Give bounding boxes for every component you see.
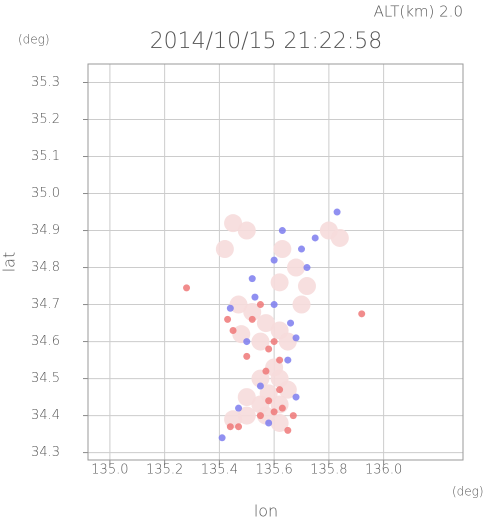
data-point xyxy=(276,386,284,394)
data-point xyxy=(311,234,319,242)
data-point xyxy=(237,406,256,425)
data-point xyxy=(248,315,256,323)
y-tick-label: 34.9 xyxy=(31,223,60,238)
data-point xyxy=(333,208,341,216)
data-point xyxy=(224,315,232,323)
data-point xyxy=(270,273,289,292)
data-point xyxy=(303,264,311,272)
data-point xyxy=(284,356,292,364)
data-point xyxy=(218,434,226,442)
data-point xyxy=(237,388,256,407)
x-tick-label: 135.0 xyxy=(91,463,128,478)
altitude-label: ALT(km) 2.0 xyxy=(374,3,463,21)
y-tick-label: 34.3 xyxy=(31,445,60,460)
x-unit: (deg) xyxy=(452,485,484,499)
data-point xyxy=(251,293,259,301)
data-point xyxy=(298,245,306,253)
data-point xyxy=(270,256,278,264)
data-point xyxy=(265,345,273,353)
data-point xyxy=(235,423,243,431)
data-point xyxy=(229,326,237,334)
data-point xyxy=(256,301,264,309)
data-point xyxy=(284,426,292,434)
data-point xyxy=(278,332,297,351)
data-point xyxy=(292,295,311,314)
y-tick-label: 34.8 xyxy=(31,260,60,275)
data-point xyxy=(226,304,234,312)
data-point xyxy=(330,228,349,247)
data-point xyxy=(276,356,284,364)
data-point xyxy=(251,332,270,351)
data-point xyxy=(265,419,273,427)
data-point xyxy=(270,413,289,432)
chart-title: 2014/10/15 21:22:58 xyxy=(150,29,383,54)
y-tick-label: 34.5 xyxy=(31,371,60,386)
data-point xyxy=(273,240,292,259)
data-point xyxy=(270,408,278,416)
x-axis-label: lon xyxy=(254,502,278,521)
data-point xyxy=(270,338,278,346)
data-point xyxy=(289,412,297,420)
data-point xyxy=(270,301,278,309)
data-point xyxy=(292,334,300,342)
x-tick-label: 135.6 xyxy=(256,463,293,478)
data-point xyxy=(235,404,243,412)
data-point xyxy=(292,393,300,401)
data-point xyxy=(256,412,264,420)
data-point xyxy=(278,380,297,399)
data-point xyxy=(224,214,243,233)
data-point xyxy=(297,277,316,296)
y-tick-label: 34.4 xyxy=(31,408,60,423)
plot-frame xyxy=(87,63,464,461)
x-tick-label: 135.2 xyxy=(146,463,183,478)
data-point xyxy=(278,227,286,235)
data-point xyxy=(287,258,306,277)
data-point xyxy=(278,404,286,412)
data-point xyxy=(243,302,262,321)
y-tick-label: 34.6 xyxy=(31,334,60,349)
data-point xyxy=(256,382,264,390)
data-point xyxy=(287,319,295,327)
data-point xyxy=(226,423,234,431)
y-tick-label: 35.3 xyxy=(31,75,60,90)
x-tick-label: 136.0 xyxy=(365,463,402,478)
data-point xyxy=(183,284,191,292)
data-point xyxy=(256,314,275,333)
data-point xyxy=(265,397,273,405)
data-point xyxy=(248,275,256,283)
data-point xyxy=(229,295,248,314)
data-point xyxy=(215,240,234,259)
y-tick-label: 35.1 xyxy=(31,149,60,164)
y-unit: (deg) xyxy=(18,33,50,47)
data-point xyxy=(243,352,251,360)
y-tick-label: 35.2 xyxy=(31,112,60,127)
x-tick-label: 135.8 xyxy=(310,463,347,478)
y-tick-label: 34.7 xyxy=(31,297,60,312)
data-point xyxy=(358,310,366,318)
data-point xyxy=(237,221,256,240)
y-axis-label: lat xyxy=(0,252,19,273)
x-tick-label: 135.4 xyxy=(201,463,238,478)
data-point xyxy=(243,338,251,346)
y-tick-label: 35.0 xyxy=(31,186,60,201)
data-point xyxy=(262,367,270,375)
